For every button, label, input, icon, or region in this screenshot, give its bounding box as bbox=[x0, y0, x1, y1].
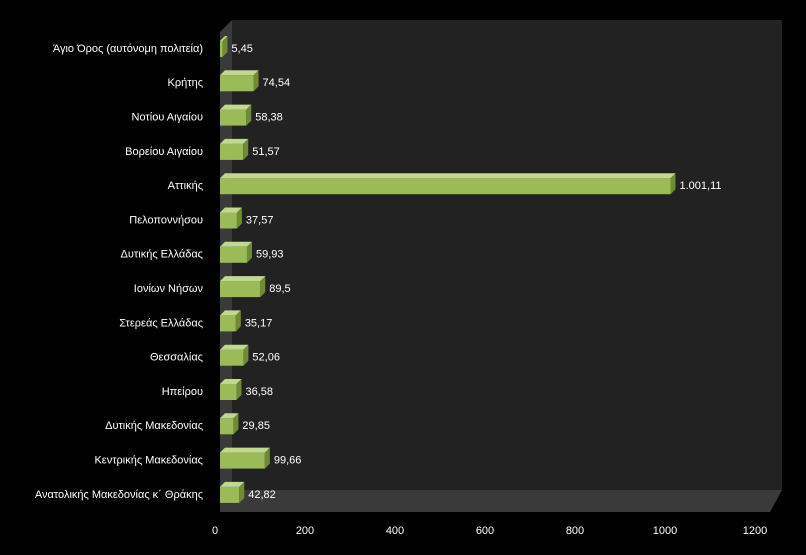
category-label: Βορείου Αιγαίου bbox=[125, 146, 203, 158]
category-label: Στερεάς Ελλάδας bbox=[119, 317, 203, 329]
x-tick-label: 1000 bbox=[653, 525, 677, 537]
bar-top bbox=[220, 344, 249, 350]
bar bbox=[220, 413, 239, 435]
bar-top bbox=[220, 207, 242, 213]
x-axis-ticks-group: 0 200 400 600 800 1000 1200 bbox=[212, 525, 767, 537]
bar-front bbox=[220, 384, 237, 400]
category-label: Κεντρικής Μακεδονίας bbox=[94, 455, 203, 467]
bar-side bbox=[236, 207, 242, 229]
x-tick-label: 200 bbox=[296, 525, 314, 537]
bar bbox=[220, 276, 266, 298]
bar bbox=[220, 481, 245, 503]
category-label: Ιονίων Νήσων bbox=[134, 283, 204, 295]
value-labels-group: 5,45 74,54 58,38 51,57 1.001,11 37,57 59,93 89,… bbox=[231, 43, 721, 501]
bar-front bbox=[220, 281, 261, 298]
x-tick-label: 1200 bbox=[743, 525, 767, 537]
bar-side bbox=[253, 70, 259, 92]
bar-top bbox=[220, 447, 270, 453]
category-labels-group: Άγιο Όρος (αυτόνομη πολιτεία) Κρήτης Νοτίο… bbox=[35, 43, 204, 501]
bar-top bbox=[220, 481, 245, 487]
data-label: 37,57 bbox=[246, 214, 274, 226]
bar bbox=[220, 36, 228, 57]
bar bbox=[220, 207, 242, 229]
category-label: Δυτικής Μακεδονίας bbox=[105, 420, 203, 432]
data-label: 42,82 bbox=[248, 489, 276, 501]
bar-side bbox=[235, 310, 241, 332]
bar-side bbox=[239, 481, 245, 503]
bar-top bbox=[220, 276, 266, 282]
data-label: 51,57 bbox=[252, 146, 280, 158]
bar-front bbox=[220, 452, 265, 469]
bar-side bbox=[236, 379, 242, 400]
bar-side bbox=[243, 344, 249, 366]
bar-front bbox=[220, 143, 244, 160]
bar-front bbox=[220, 246, 247, 263]
bar-top bbox=[220, 138, 249, 144]
bar bbox=[220, 104, 252, 126]
category-label: Άγιο Όρος (αυτόνομη πολιτεία) bbox=[53, 43, 203, 55]
bar bbox=[220, 344, 249, 366]
bar-front bbox=[220, 109, 247, 126]
bar-side bbox=[260, 276, 266, 298]
category-label: Κρήτης bbox=[168, 77, 203, 89]
bar-top bbox=[220, 310, 241, 316]
bar-side bbox=[246, 241, 252, 263]
data-label: 89,5 bbox=[269, 283, 290, 295]
bar-front bbox=[220, 486, 240, 503]
bar-top bbox=[220, 413, 239, 419]
bar-front bbox=[220, 212, 237, 229]
bar-front bbox=[220, 75, 254, 92]
bar-top bbox=[220, 173, 676, 179]
category-label: Αττικής bbox=[168, 180, 203, 192]
category-label: Νοτίου Αιγαίου bbox=[132, 112, 204, 124]
bar bbox=[220, 138, 249, 160]
data-label: 29,85 bbox=[242, 420, 270, 432]
x-tick-label: 0 bbox=[212, 525, 218, 537]
category-label: Πελοποννήσου bbox=[129, 214, 203, 226]
bar-side bbox=[243, 138, 249, 160]
bar-front bbox=[220, 349, 244, 366]
bar bbox=[220, 241, 252, 263]
bar bbox=[220, 70, 259, 92]
bar-side bbox=[670, 173, 676, 195]
bar bbox=[220, 447, 270, 469]
data-label: 52,06 bbox=[252, 352, 280, 364]
data-label: 99,66 bbox=[274, 455, 302, 467]
data-label: 59,93 bbox=[256, 249, 284, 261]
data-label: 58,38 bbox=[255, 112, 283, 124]
bar bbox=[220, 310, 241, 332]
bar-side bbox=[233, 413, 239, 435]
bar-top bbox=[220, 379, 242, 384]
category-label: Δυτικής Ελλάδας bbox=[121, 249, 203, 261]
data-label: 35,17 bbox=[245, 317, 273, 329]
bar-top bbox=[220, 241, 252, 247]
bar-front bbox=[220, 315, 236, 332]
bar-top bbox=[220, 104, 252, 110]
bar bbox=[220, 379, 242, 400]
plot-area-wall bbox=[232, 20, 782, 490]
bar-side bbox=[222, 36, 228, 57]
bar-side bbox=[246, 104, 252, 126]
category-label: Ανατολικής Μακεδονίας κ΄ Θράκης bbox=[35, 489, 203, 501]
x-tick-label: 800 bbox=[566, 525, 584, 537]
bar-front bbox=[220, 178, 671, 195]
bar bbox=[220, 173, 676, 195]
x-tick-label: 600 bbox=[476, 525, 494, 537]
data-label: 5,45 bbox=[231, 43, 252, 55]
data-label: 74,54 bbox=[263, 77, 291, 89]
bar-top bbox=[220, 70, 259, 76]
category-label: Θεσσαλίας bbox=[150, 352, 203, 364]
bar-front bbox=[220, 41, 223, 57]
data-label: 36,58 bbox=[245, 386, 273, 398]
bar-top bbox=[220, 36, 228, 41]
bar-front bbox=[220, 418, 234, 435]
x-tick-label: 400 bbox=[386, 525, 404, 537]
data-label: 1.001,11 bbox=[679, 180, 721, 192]
bars-group bbox=[220, 36, 676, 503]
category-label: Ηπείρου bbox=[162, 386, 203, 398]
bar-side bbox=[264, 447, 270, 469]
